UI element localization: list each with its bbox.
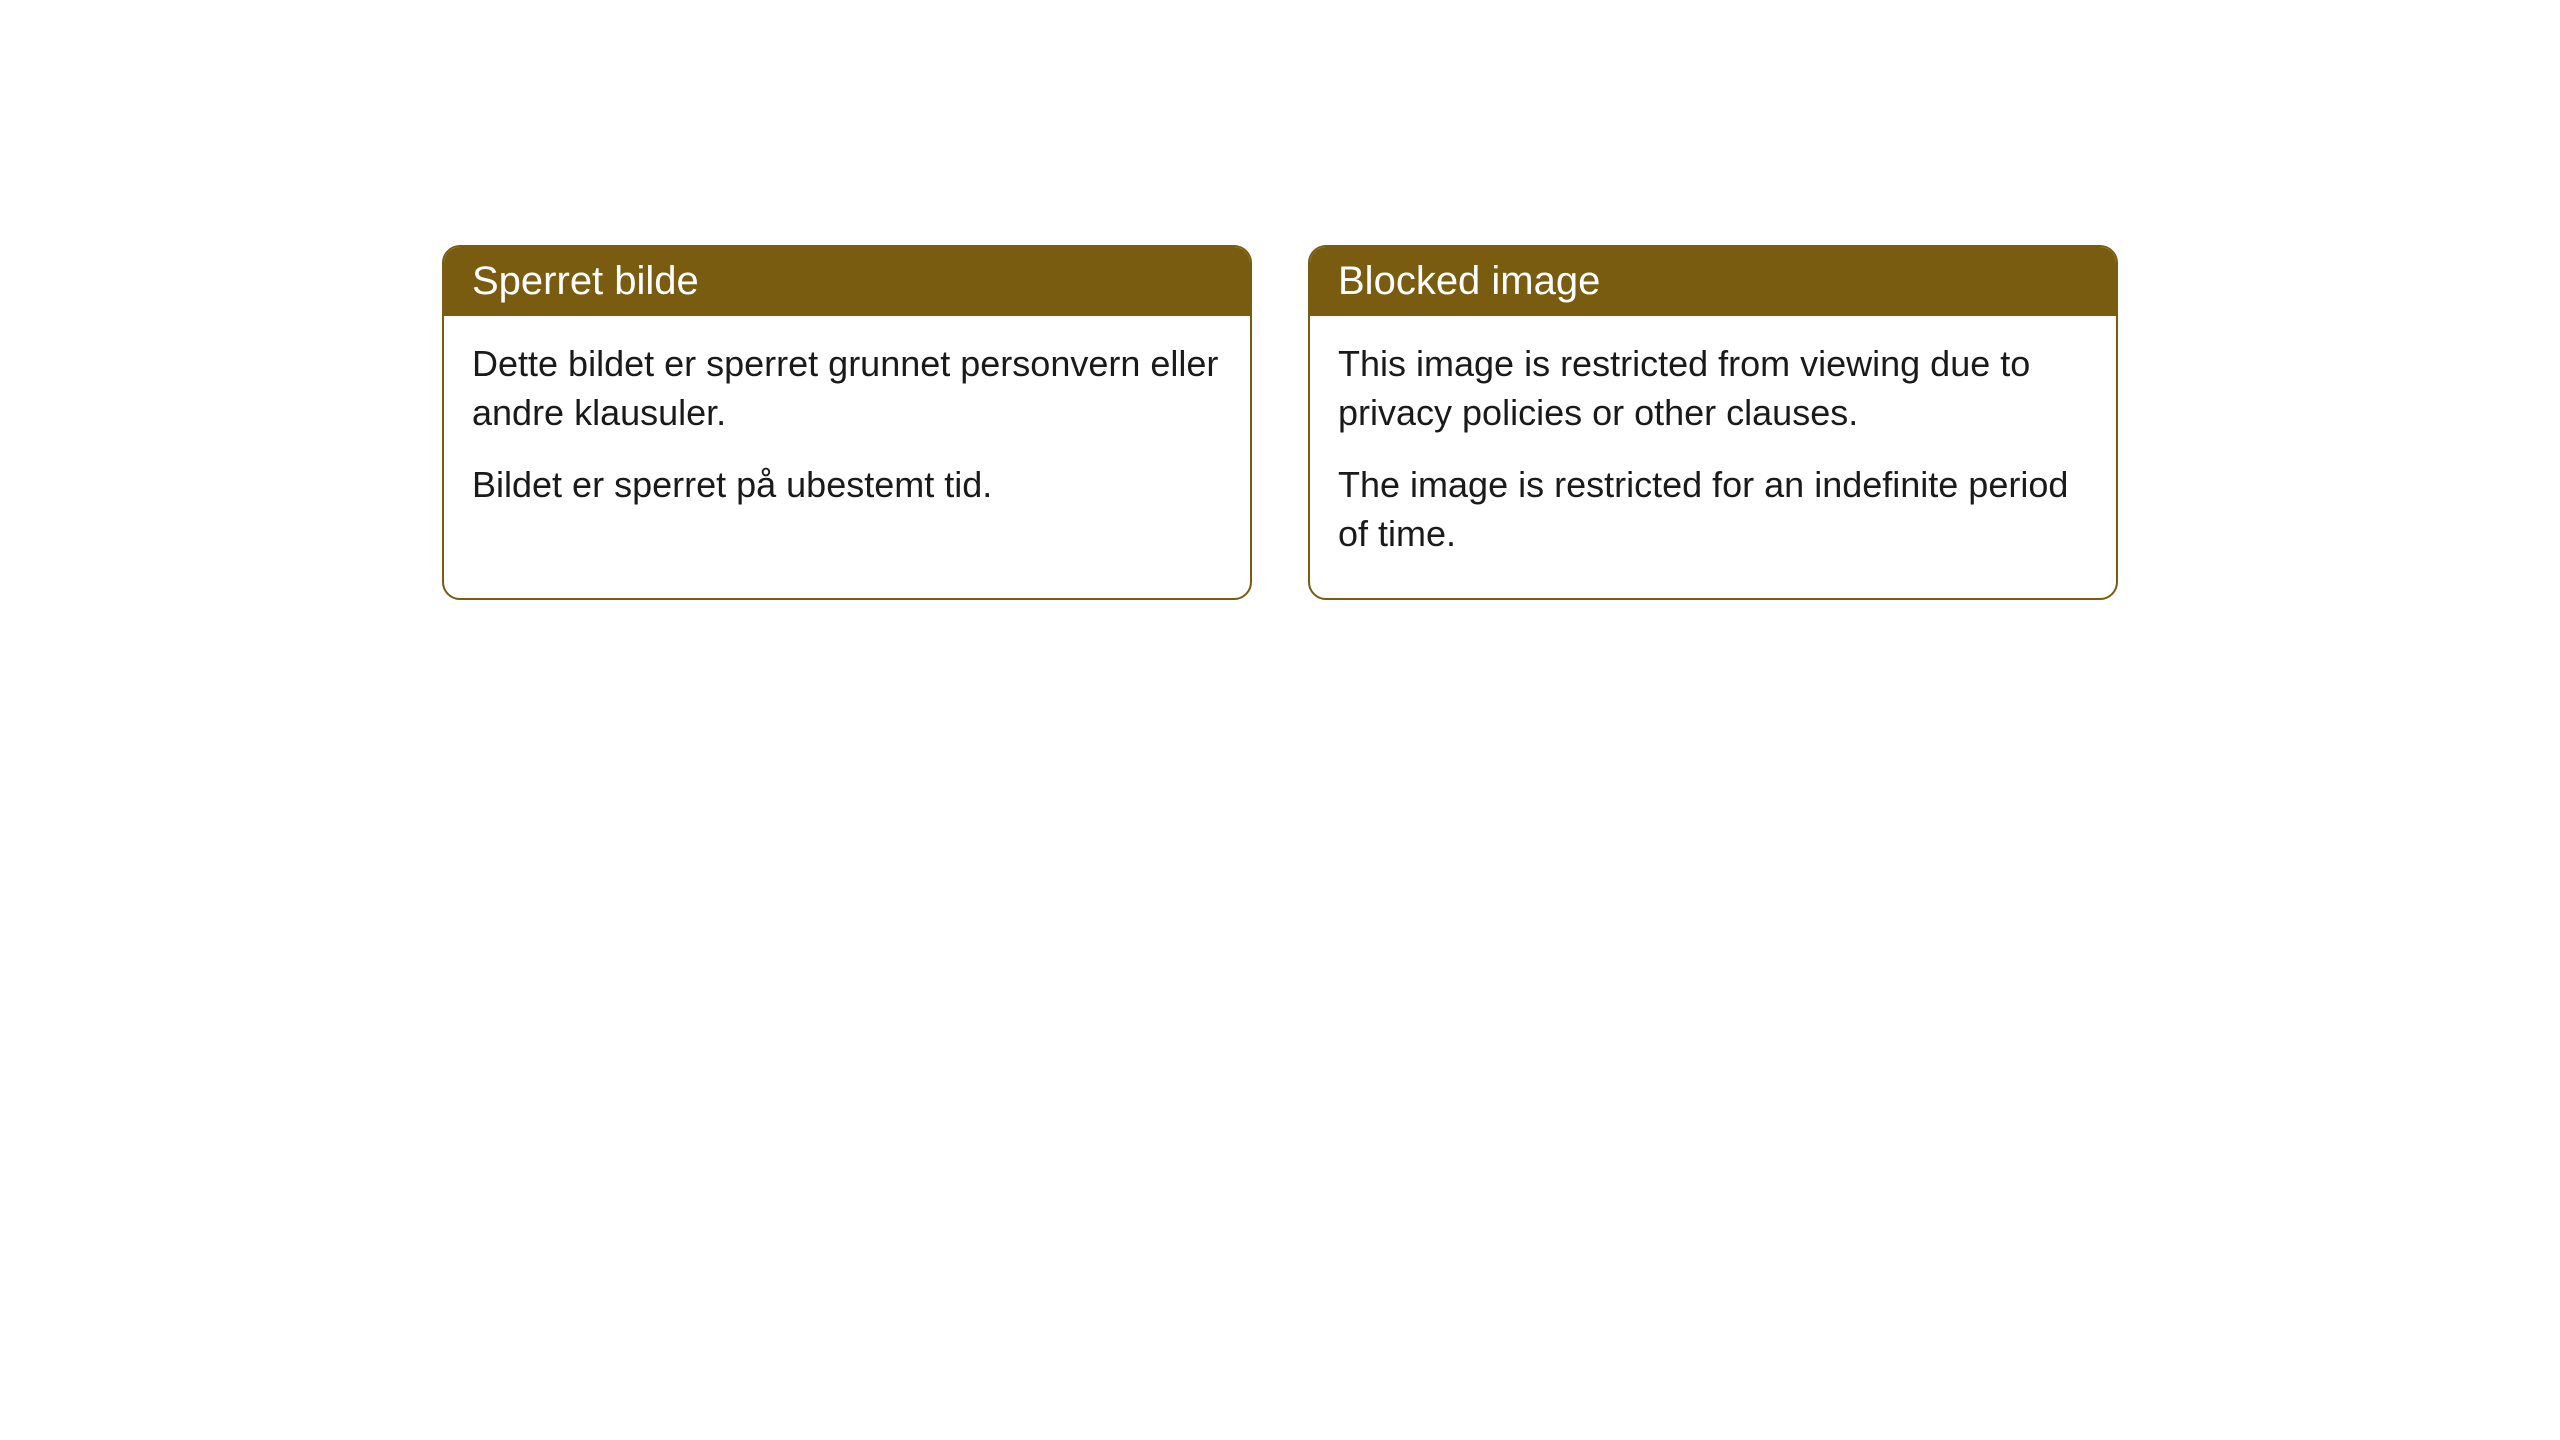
card-english: Blocked image This image is restricted f… bbox=[1308, 245, 2118, 600]
card-title: Sperret bilde bbox=[472, 259, 699, 303]
cards-container: Sperret bilde Dette bildet er sperret gr… bbox=[442, 245, 2118, 600]
card-header: Blocked image bbox=[1310, 247, 2116, 316]
card-norwegian: Sperret bilde Dette bildet er sperret gr… bbox=[442, 245, 1252, 600]
card-body: This image is restricted from viewing du… bbox=[1310, 316, 2116, 598]
card-paragraph: This image is restricted from viewing du… bbox=[1338, 340, 2088, 437]
card-paragraph: Dette bildet er sperret grunnet personve… bbox=[472, 340, 1222, 437]
card-paragraph: Bildet er sperret på ubestemt tid. bbox=[472, 461, 1222, 510]
card-title: Blocked image bbox=[1338, 259, 1600, 303]
card-body: Dette bildet er sperret grunnet personve… bbox=[444, 316, 1250, 550]
card-header: Sperret bilde bbox=[444, 247, 1250, 316]
card-paragraph: The image is restricted for an indefinit… bbox=[1338, 461, 2088, 558]
